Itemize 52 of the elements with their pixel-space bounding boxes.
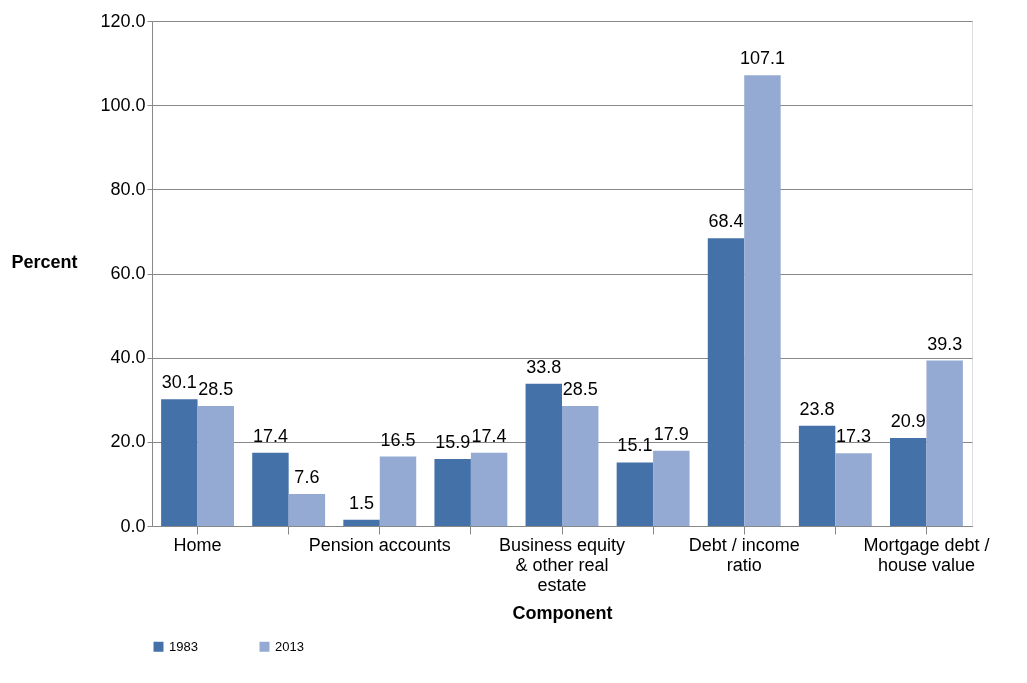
bar (835, 453, 872, 526)
legend-label: 1983 (169, 638, 198, 654)
data-label: 39.3 (927, 333, 963, 354)
bar (653, 450, 690, 526)
data-label: 107.1 (739, 48, 785, 69)
bar (707, 238, 745, 526)
bar (926, 360, 963, 526)
y-tick-label: 120.0 (100, 10, 146, 31)
data-label: 16.5 (380, 429, 416, 450)
data-label: 33.8 (526, 356, 562, 377)
bar (288, 494, 326, 526)
legend-label: 2013 (275, 638, 304, 654)
bar (434, 459, 471, 526)
data-label: 17.4 (252, 425, 288, 446)
x-tick-label: Debt / income ratio (688, 534, 800, 575)
bar (379, 456, 417, 526)
x-axis-title: Component (512, 602, 613, 623)
x-tick-label: Pension accounts (308, 534, 451, 555)
data-label: 20.9 (890, 411, 926, 432)
x-tick-label: Home (173, 534, 222, 555)
bar (890, 438, 927, 526)
bar (343, 519, 380, 526)
x-tick-label: Mortgage debt / house value (863, 534, 990, 575)
bar (616, 462, 654, 526)
data-label: 30.1 (161, 372, 197, 393)
data-label: 23.8 (799, 398, 835, 419)
data-label: 15.1 (617, 435, 653, 456)
bar (470, 452, 508, 526)
data-label: 7.6 (294, 467, 320, 488)
data-label: 17.9 (653, 423, 689, 444)
y-tick-label: 0.0 (120, 515, 146, 536)
data-label: 1.5 (349, 492, 375, 513)
y-tick-label: 100.0 (100, 94, 146, 115)
bar (525, 383, 562, 526)
bar (562, 406, 599, 526)
y-tick-label: 80.0 (110, 178, 146, 199)
data-label: 28.5 (562, 379, 598, 400)
bar (161, 399, 198, 526)
y-tick-label: 60.0 (110, 263, 146, 283)
data-label: 17.4 (471, 425, 507, 446)
data-label: 28.5 (198, 379, 234, 400)
bar (798, 425, 836, 526)
data-label: 15.9 (435, 432, 471, 453)
bar (197, 406, 234, 526)
bar (252, 452, 289, 526)
bar (744, 75, 781, 526)
y-tick-label: 40.0 (110, 347, 146, 368)
y-tick-label: 20.0 (110, 431, 146, 452)
x-tick-label: Business equity & other real estate (498, 534, 626, 595)
data-label: 68.4 (708, 211, 744, 232)
data-label: 17.3 (836, 426, 872, 447)
y-axis-title: Percent (11, 251, 78, 272)
